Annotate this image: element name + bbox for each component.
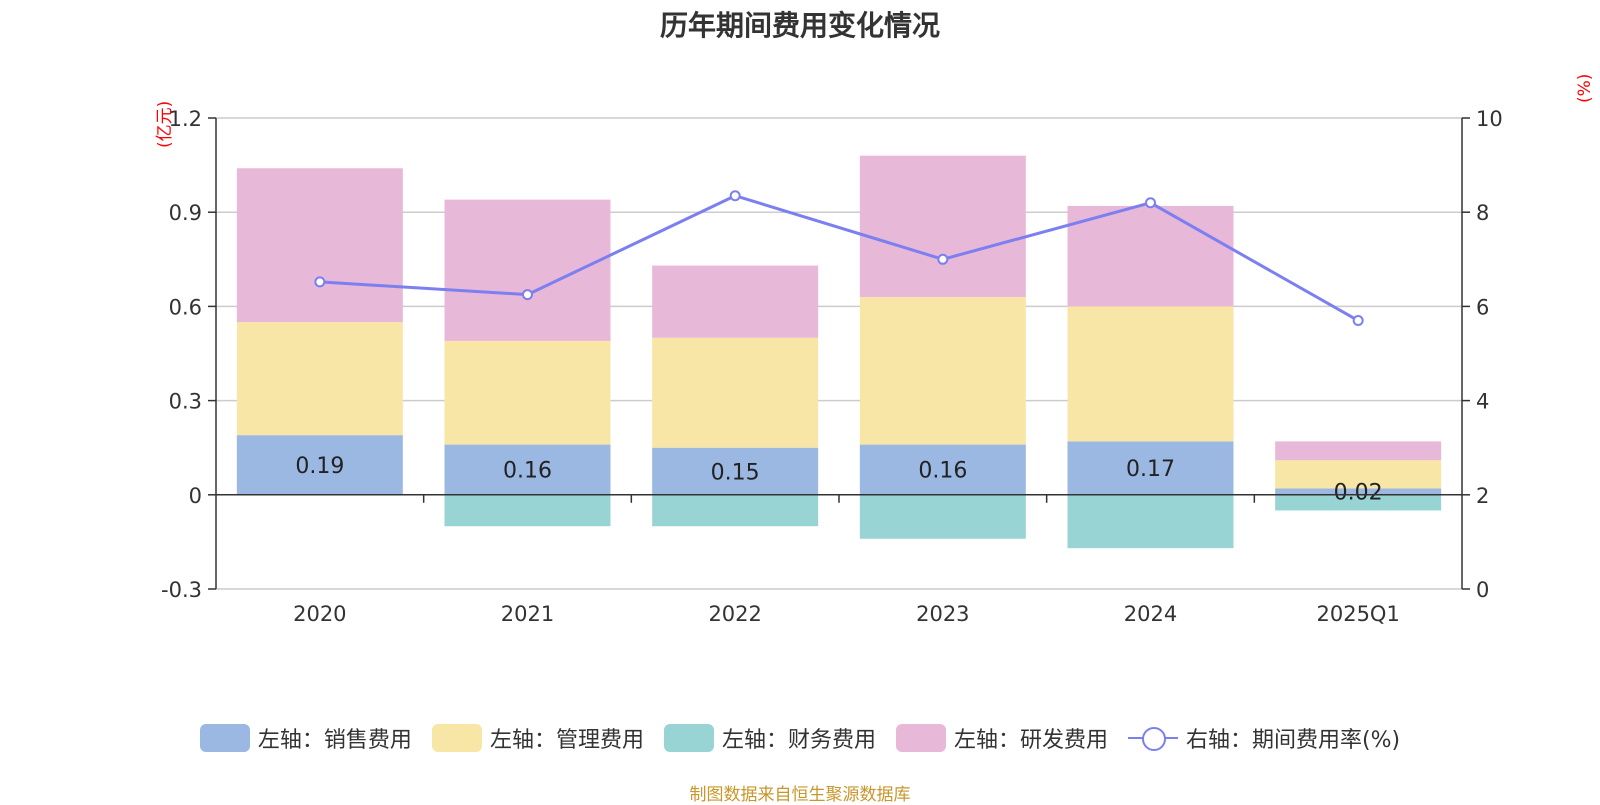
bar-segment xyxy=(1067,306,1234,442)
data-label: 0.16 xyxy=(503,459,552,484)
bar-segment xyxy=(444,444,611,495)
expense-rate-point xyxy=(522,289,533,301)
left-tick-label: 0.6 xyxy=(169,295,202,319)
chart-title: 历年期间费用变化情况 xyxy=(659,9,940,42)
legend-label-finance: 左轴：财务费用 xyxy=(721,728,876,753)
x-tick-label: 2025Q1 xyxy=(1316,602,1399,626)
expense-rate-line xyxy=(319,194,1359,322)
right-tick-label: 8 xyxy=(1476,201,1489,225)
legend-swatch-management xyxy=(431,724,482,752)
legend-item-expense-rate[interactable]: 右轴：期间费用率(%) xyxy=(1127,722,1401,754)
x-tick-label: 2022 xyxy=(708,602,761,626)
bar-segment xyxy=(1067,205,1234,307)
bar-segment xyxy=(1067,441,1234,495)
x-tick-label: 2021 xyxy=(501,602,554,626)
bar-segment xyxy=(444,340,611,445)
right-tick-label: 6 xyxy=(1476,295,1489,319)
bar-segment xyxy=(444,494,611,527)
data-label: 0.17 xyxy=(1126,457,1175,482)
legend-label-expense-rate: 右轴：期间费用率(%) xyxy=(1185,728,1401,753)
right-tick-label: 10 xyxy=(1476,107,1503,131)
left-tick-label: -0.3 xyxy=(161,578,202,602)
data-label: 0.19 xyxy=(295,454,344,479)
bar-segment xyxy=(859,494,1026,539)
legend-item-rnd[interactable]: 左轴：研发费用 xyxy=(895,722,1108,754)
x-tick-label: 2023 xyxy=(916,602,969,626)
left-tick-label: 0 xyxy=(189,484,202,508)
bar-segment xyxy=(236,322,403,436)
legend-swatch-rnd xyxy=(895,724,946,752)
legend-item-management[interactable]: 左轴：管理费用 xyxy=(431,722,644,754)
expense-rate-point xyxy=(1145,197,1156,209)
legend-swatch-sales xyxy=(199,724,250,752)
expense-rate-point xyxy=(937,253,949,265)
bar-segment xyxy=(652,447,819,495)
right-tick-label: 2 xyxy=(1476,484,1489,508)
bar-segment xyxy=(652,337,819,448)
expense-rate-point xyxy=(314,276,326,288)
legend-label-sales: 左轴：销售费用 xyxy=(257,728,412,753)
bar-segment xyxy=(236,168,403,323)
bar-segment xyxy=(1067,494,1234,549)
bar-segment xyxy=(444,199,611,341)
bar-segment xyxy=(652,265,819,338)
legend-item-sales[interactable]: 左轴：销售费用 xyxy=(199,722,412,754)
legend: 左轴：销售费用 左轴：管理费用 左轴：财务费用 左轴：研发费用 右轴：期间费用率… xyxy=(0,722,1600,754)
left-tick-label: 1.2 xyxy=(169,107,202,131)
x-tick-label: 2024 xyxy=(1124,602,1177,626)
source-note: 制图数据来自恒生聚源数据库 xyxy=(689,785,911,805)
x-tick-label: 2020 xyxy=(293,602,346,626)
legend-label-rnd: 左轴：研发费用 xyxy=(953,728,1108,753)
right-tick-label: 4 xyxy=(1476,390,1489,414)
expense-rate-point xyxy=(729,190,741,202)
bar-segment xyxy=(1275,460,1442,489)
bar-segment xyxy=(236,435,403,495)
bar-segment xyxy=(1275,441,1442,461)
left-tick-label: 0.3 xyxy=(169,390,202,414)
legend-swatch-finance xyxy=(663,724,714,752)
expense-rate-point xyxy=(1352,315,1364,327)
legend-line-marker-icon xyxy=(1127,724,1178,752)
bar-segment xyxy=(1275,488,1442,495)
left-tick-label: 0.9 xyxy=(169,201,202,225)
bar-segment xyxy=(1275,494,1442,511)
bar-segment xyxy=(859,155,1026,297)
data-label: 0.16 xyxy=(918,459,967,484)
right-tick-label: 0 xyxy=(1476,578,1489,602)
legend-item-finance[interactable]: 左轴：财务费用 xyxy=(663,722,876,754)
data-label: 0.15 xyxy=(711,460,760,485)
bar-segment xyxy=(859,296,1026,445)
bar-segment xyxy=(859,444,1026,495)
legend-label-management: 左轴：管理费用 xyxy=(489,728,644,753)
bar-segment xyxy=(652,494,819,527)
data-label: 0.02 xyxy=(1334,481,1383,506)
